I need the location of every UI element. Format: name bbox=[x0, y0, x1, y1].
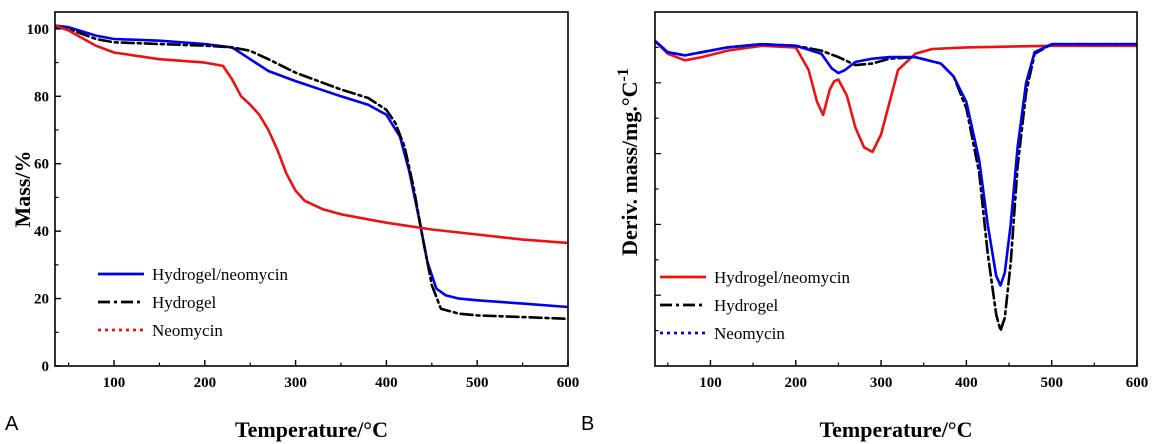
panel-a: 100 200 300 400 500 600 0 20 40 60 80 100 Temperatur… bbox=[5, 11, 580, 442]
x-tick-label: 100 bbox=[699, 375, 722, 391]
y-tick-label: 100 bbox=[27, 22, 50, 38]
legend-entry: Hydrogel bbox=[152, 293, 216, 312]
y-tick-label: 0 bbox=[42, 359, 50, 375]
x-tick-label: 300 bbox=[284, 375, 307, 391]
x-axis-title: Temperature/°C bbox=[235, 417, 388, 442]
legend-entry: Hydrogel/neomycin bbox=[714, 268, 850, 287]
x-tick-label: 500 bbox=[1040, 375, 1063, 391]
panel-b: 100 200 300 400 500 600 Temperature/°C Deriv. m… bbox=[581, 11, 1149, 442]
y-axis-title: Deriv. mass/mg.°C-1 bbox=[615, 68, 642, 256]
x-tick-label: 200 bbox=[194, 375, 217, 391]
series-line-hydrogel bbox=[655, 39, 1137, 332]
y-tick-label: 20 bbox=[34, 292, 49, 308]
x-tick-label: 500 bbox=[466, 375, 489, 391]
x-tick-label: 600 bbox=[1126, 375, 1149, 391]
series-line-neomycin bbox=[55, 24, 568, 245]
series-line-neomycin bbox=[655, 39, 1137, 154]
x-tick-label: 400 bbox=[375, 375, 398, 391]
y-tick-label: 60 bbox=[34, 157, 49, 173]
series-line-hydrogel bbox=[55, 25, 568, 321]
plot-frame bbox=[54, 11, 569, 367]
y-axis-title: Mass/% bbox=[10, 151, 35, 228]
x-tick-label: 300 bbox=[870, 375, 893, 391]
panel-label: A bbox=[5, 413, 19, 435]
y-tick-label: 80 bbox=[34, 89, 49, 105]
x-tick-label: 600 bbox=[557, 375, 580, 391]
x-axis-title: Temperature/°C bbox=[819, 417, 972, 442]
y-tick-label: 40 bbox=[34, 224, 49, 240]
series-line-hydrogel-neomycin bbox=[655, 39, 1137, 287]
x-tick-label: 100 bbox=[103, 375, 126, 391]
legend: Hydrogel/neomycin Hydrogel Neomycin bbox=[660, 268, 850, 343]
legend: Hydrogel/neomycin Hydrogel Neomycin bbox=[98, 265, 288, 340]
x-tick-label: 400 bbox=[955, 375, 978, 391]
legend-entry: Neomycin bbox=[152, 321, 223, 340]
series-group bbox=[655, 39, 1137, 332]
legend-entry: Hydrogel/neomycin bbox=[152, 265, 288, 284]
legend-entry: Neomycin bbox=[714, 324, 785, 343]
series-line-hydrogel-neomycin bbox=[55, 24, 568, 309]
x-tick-label: 200 bbox=[785, 375, 808, 391]
series-group bbox=[55, 24, 568, 321]
panel-label: B bbox=[581, 413, 594, 435]
legend-entry: Hydrogel bbox=[714, 296, 778, 315]
